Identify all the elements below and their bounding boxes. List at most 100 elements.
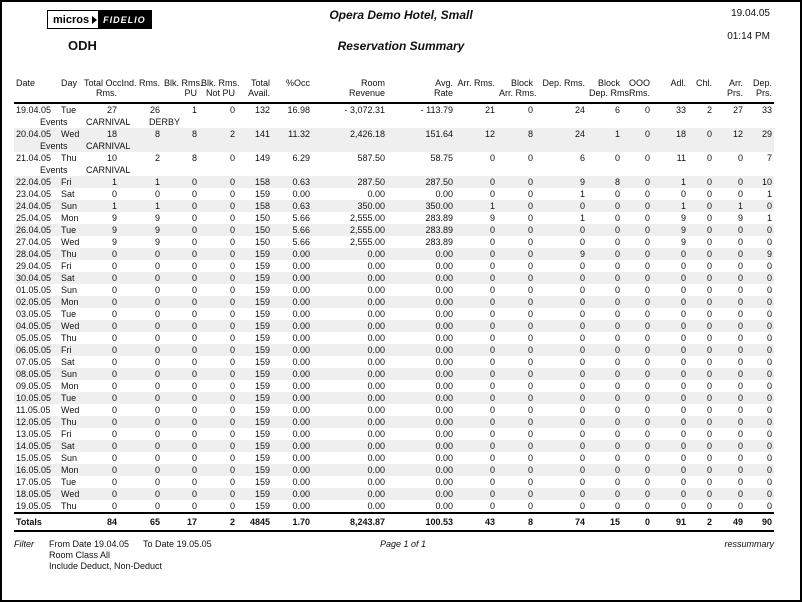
value-cell: 159 <box>237 416 272 428</box>
value-cell: 0 <box>680 381 686 391</box>
value-cell: 0 <box>199 488 237 500</box>
date-cell: 26.04.05 <box>14 224 59 236</box>
value-cell: 9 <box>680 237 686 247</box>
value-cell: 9 <box>489 213 495 223</box>
value-cell: 0 <box>119 320 162 332</box>
value-cell: 0 <box>119 248 162 260</box>
fidelio-logo-text: FIDELIO <box>98 11 151 28</box>
value-cell: 10 <box>106 153 117 163</box>
value-cell: 0.00 <box>367 309 385 319</box>
value-cell: 0 <box>489 189 495 199</box>
col-header-blk-rms-pu: Blk. Rms. PU <box>162 78 203 104</box>
value-cell: 0 <box>644 501 650 511</box>
value-cell: 0 <box>644 213 650 223</box>
date-cell: 12.05.05 <box>14 416 59 428</box>
day-cell: Sun <box>59 368 82 380</box>
value-cell: 0.63 <box>272 200 312 212</box>
day-cell: Mon <box>61 213 79 223</box>
value-cell: 0 <box>622 224 652 236</box>
value-cell: 0 <box>652 248 688 260</box>
event-name: CARNIVAL <box>86 117 131 127</box>
date-row: 09.05.05 Mon 0 0 0 0 159 0.00 0.00 0.00 0 0 0 0 0 0 0 0 0 <box>14 380 774 392</box>
value-cell: 0.00 <box>272 440 312 452</box>
value-cell: 0 <box>745 272 774 284</box>
col-header-ind-rms: Ind. Rms. <box>119 78 162 104</box>
value-cell: 0 <box>737 261 743 271</box>
value-cell: 159 <box>237 368 272 380</box>
totals-value: 91 <box>652 512 688 532</box>
value-cell: 0 <box>489 357 495 367</box>
value-cell: 0 <box>527 429 533 439</box>
value-cell: 0.00 <box>367 501 385 511</box>
totals-value: 8,243.87 <box>312 512 387 532</box>
day-cell: Thu <box>59 248 82 260</box>
value-cell: 1 <box>579 213 585 223</box>
value-cell: 16.98 <box>287 105 310 115</box>
date-row: 23.04.05 Sat 0 0 0 0 159 0.00 0.00 0.00 0 0 1 0 0 0 0 0 1 <box>14 188 774 200</box>
value-cell: 0 <box>737 333 743 343</box>
date-row: 20.04.05 Wed 18 8 8 2 141 11.32 2,426.18 151.64 12… <box>14 128 774 140</box>
value-cell: 0 <box>455 392 497 404</box>
value-cell: 0 <box>579 261 585 271</box>
value-cell: 0 <box>766 477 772 487</box>
value-cell: 0.00 <box>387 440 455 452</box>
value-cell: 8 <box>497 128 535 140</box>
value-cell: 0 <box>229 285 235 295</box>
date-cell: 10.05.05 <box>14 392 59 404</box>
value-cell: 159 <box>237 440 272 452</box>
value-cell: 0 <box>82 272 119 284</box>
day-cell: Sat <box>61 189 75 199</box>
events-row: Events CARNIVAL <box>14 164 774 176</box>
value-cell: 0 <box>455 224 497 236</box>
value-cell: 0 <box>535 320 587 332</box>
filter-room-class: Room Class All <box>49 550 111 560</box>
date-row: 11.05.05 Wed 0 0 0 0 159 0.00 0.00 0.00 0 0 0 0 0 0 0 0 0 <box>14 404 774 416</box>
value-cell: 0.00 <box>435 333 453 343</box>
value-cell: 159 <box>254 309 270 319</box>
value-cell: 0 <box>455 488 497 500</box>
value-cell: 0.00 <box>435 261 453 271</box>
value-cell: 0 <box>652 440 688 452</box>
value-cell: 0 <box>614 309 620 319</box>
value-cell: 0.00 <box>312 392 387 404</box>
date-cell: 17.05.05 <box>16 477 52 487</box>
value-cell: 0 <box>706 285 712 295</box>
value-cell: 0 <box>119 272 162 284</box>
value-cell: 0 <box>82 296 119 308</box>
value-cell: 1 <box>766 189 772 199</box>
value-cell: 0 <box>489 237 495 247</box>
date-cell: 04.05.05 <box>14 320 59 332</box>
value-cell: 159 <box>237 392 272 404</box>
value-cell: 0 <box>119 416 162 428</box>
day-cell: Wed <box>61 237 80 247</box>
value-cell: 0 <box>587 344 622 356</box>
date-cell: 08.05.05 <box>14 368 59 380</box>
value-cell: 0 <box>455 176 497 188</box>
value-cell: 0 <box>714 464 745 476</box>
value-cell: 0.00 <box>292 309 310 319</box>
value-cell: 0 <box>579 429 585 439</box>
hotel-name: Opera Demo Hotel, Small <box>329 8 473 22</box>
value-cell: 0 <box>535 416 587 428</box>
value-cell: 0 <box>737 357 743 367</box>
value-cell: 0 <box>737 153 743 163</box>
value-cell: 0 <box>706 261 712 271</box>
value-cell: 0 <box>111 189 117 199</box>
value-cell: 0 <box>489 261 495 271</box>
value-cell: 0 <box>622 392 652 404</box>
date-row: 04.05.05 Wed 0 0 0 0 159 0.00 0.00 0.00 0 0 0 0 0 0 0 0 0 <box>14 320 774 332</box>
value-cell: 0 <box>644 453 650 463</box>
value-cell: 0 <box>706 357 712 367</box>
value-cell: 0 <box>229 381 235 391</box>
value-cell: 0 <box>119 440 162 452</box>
value-cell: 159 <box>254 501 270 511</box>
value-cell: 0 <box>737 237 743 247</box>
logo-arrow-icon <box>92 15 98 24</box>
value-cell: 0 <box>644 357 650 367</box>
value-cell: 1 <box>82 200 119 212</box>
value-cell: 0 <box>614 381 620 391</box>
value-cell: 0 <box>622 248 652 260</box>
value-cell: 0 <box>737 453 743 463</box>
date-cell: 19.05.05 <box>16 501 52 511</box>
value-cell: 0 <box>652 296 688 308</box>
